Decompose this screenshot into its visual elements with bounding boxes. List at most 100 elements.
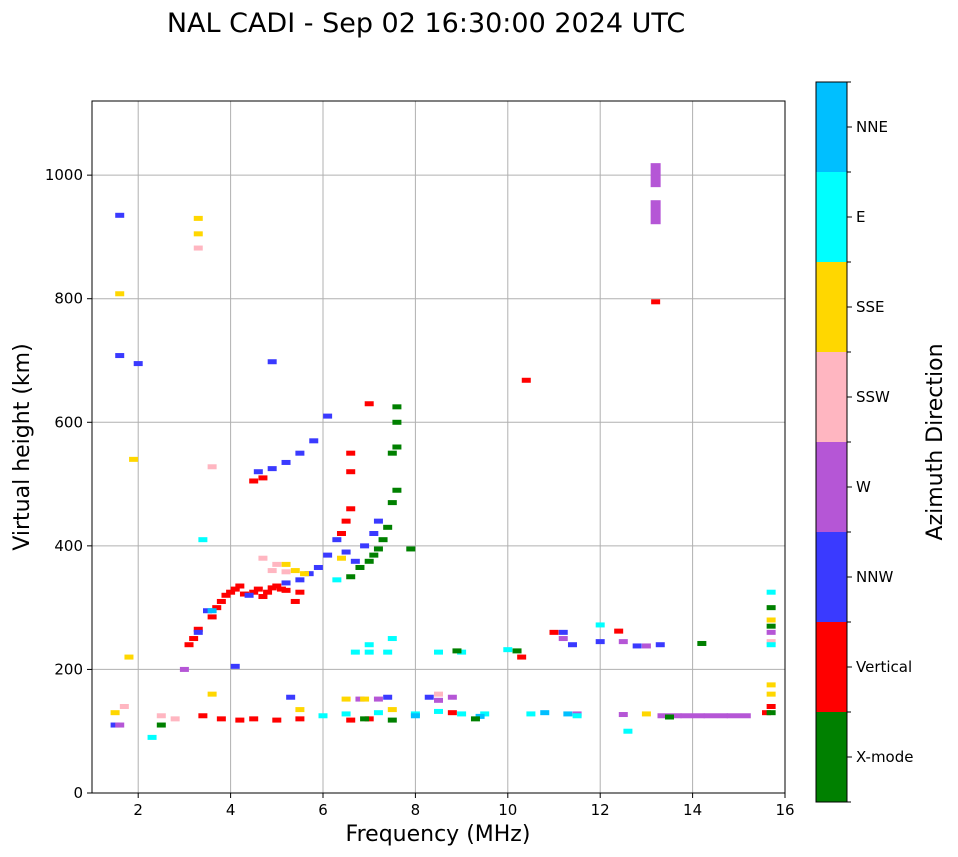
data-point (618, 639, 628, 645)
data-point (295, 450, 305, 456)
data-point (281, 569, 291, 575)
data-point (318, 713, 328, 719)
data-point (475, 713, 485, 719)
data-point (766, 617, 776, 623)
data-point (346, 506, 356, 512)
data-point (207, 691, 217, 697)
x-ticks: 2 4 6 8 10 12 14 16 (133, 793, 795, 819)
data-point (614, 628, 624, 634)
data-point (249, 478, 259, 484)
data-point (665, 714, 674, 720)
series-x-mode (156, 404, 776, 728)
data-point (198, 537, 208, 543)
data-point (207, 464, 217, 470)
data-point (373, 518, 383, 524)
data-point (383, 649, 393, 655)
data-point (387, 717, 397, 723)
data-point (346, 574, 356, 580)
data-point (258, 594, 268, 600)
data-point (387, 707, 397, 713)
grid-lines (92, 101, 786, 794)
data-point (373, 546, 383, 552)
data-point (239, 591, 249, 597)
data-point (332, 537, 342, 543)
colorbar-segment (816, 532, 847, 622)
data-point (323, 413, 333, 419)
data-point (230, 586, 240, 592)
colorbar-tick-label: SSE (856, 298, 885, 316)
data-point (447, 694, 457, 700)
data-point (207, 614, 217, 620)
y-axis-label: Virtual height (km) (10, 343, 35, 550)
data-point (703, 713, 728, 719)
data-point (766, 629, 776, 635)
data-point (341, 711, 351, 717)
data-point (350, 649, 360, 655)
data-point (226, 589, 236, 595)
x-tick-label: 8 (411, 801, 421, 819)
data-point (457, 711, 467, 717)
data-point (378, 537, 388, 543)
data-point (383, 524, 393, 530)
data-point (766, 691, 776, 697)
data-point (457, 649, 467, 655)
colorbar-segment (816, 82, 847, 172)
colorbar-tick-label: Vertical (856, 658, 912, 676)
colorbar-segment (816, 712, 847, 802)
data-point (387, 450, 397, 456)
colorbar: X-mode Vertical NNW W SSW SSE E NNE (815, 81, 913, 803)
data-point (526, 711, 536, 717)
series-nne (207, 608, 573, 719)
data-point (392, 487, 402, 493)
data-point (434, 691, 443, 697)
data-point (110, 710, 120, 716)
data-point (115, 291, 125, 297)
data-point (119, 704, 129, 709)
data-point (281, 587, 291, 593)
data-point (447, 710, 457, 716)
data-point (387, 500, 397, 506)
data-point (641, 711, 651, 717)
data-point (521, 377, 531, 383)
plot-frame (91, 100, 786, 794)
data-point (295, 589, 305, 595)
y-tick-label: 600 (54, 413, 83, 431)
data-point (341, 518, 351, 524)
data-point (272, 583, 282, 589)
data-point (364, 642, 374, 648)
data-point (641, 643, 651, 649)
data-point (766, 623, 776, 629)
data-point (147, 734, 157, 740)
data-point (230, 663, 240, 669)
data-point (212, 605, 222, 611)
data-point (360, 716, 370, 722)
data-point (203, 608, 212, 614)
data-point (369, 531, 379, 536)
colorbar-segment (816, 622, 847, 712)
x-tick-label: 10 (498, 801, 517, 819)
data-point (295, 716, 305, 722)
data-point (253, 469, 263, 475)
data-point (295, 577, 305, 583)
data-point (364, 558, 374, 564)
data-point (623, 728, 633, 734)
x-tick-label: 6 (318, 801, 328, 819)
y-tick-label: 1000 (45, 166, 83, 184)
data-point (313, 564, 323, 570)
data-point (179, 666, 189, 672)
data-point (373, 696, 383, 702)
colorbar-frame (815, 81, 848, 803)
data-point (281, 561, 291, 567)
data-point (392, 404, 402, 410)
data-point (300, 571, 310, 577)
data-point (295, 707, 305, 713)
data-point (406, 546, 416, 552)
data-point (558, 629, 568, 635)
series-e (147, 537, 776, 740)
data-point (383, 694, 393, 700)
data-point (369, 552, 379, 558)
data-point (766, 589, 776, 595)
data-point (680, 713, 705, 719)
data-point (650, 200, 661, 225)
data-point (184, 642, 194, 648)
